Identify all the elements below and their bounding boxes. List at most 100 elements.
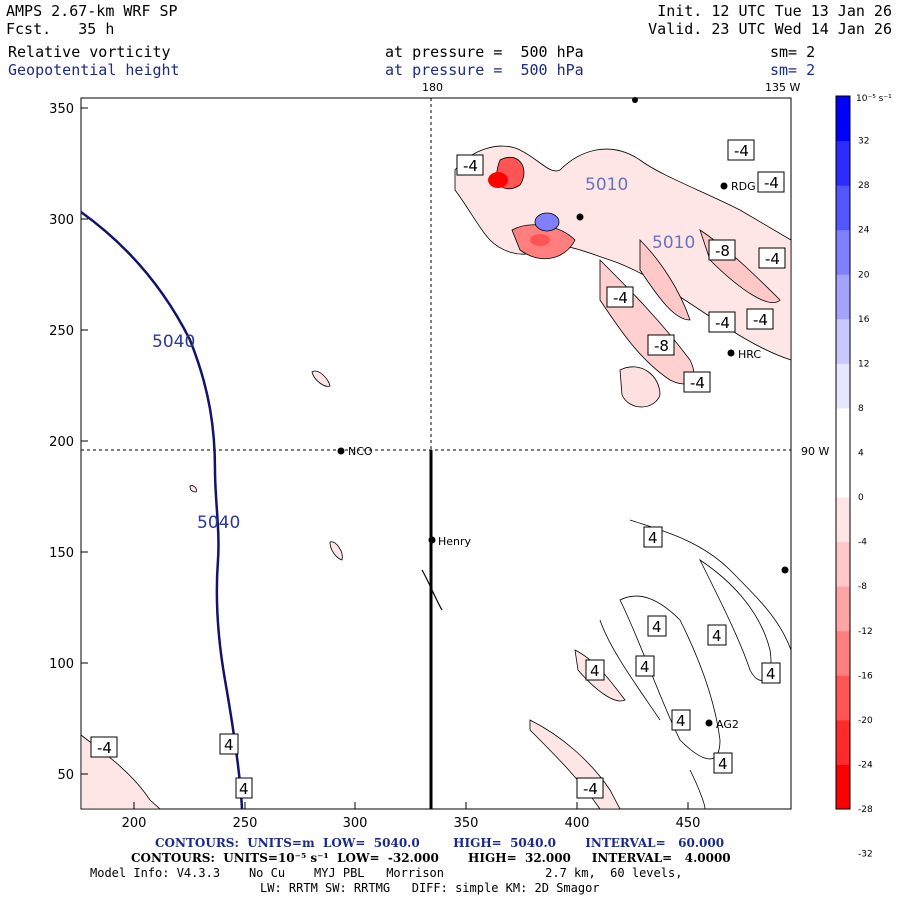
- contour-label-box: 4: [635, 655, 655, 677]
- contour-label-box: -8: [647, 334, 675, 356]
- colorbar-tick-label: 32: [858, 137, 869, 147]
- contour-label-text: -8: [715, 242, 730, 260]
- colorbar-segment: [836, 185, 850, 231]
- contour-label-box: -4: [746, 308, 774, 330]
- contour-label-text: 4: [766, 665, 776, 683]
- vorticity-contour-labels: -4 -4 -4 -8 -4 -4 -8 -4 -4 -4 4 4 4 4 4 …: [90, 139, 786, 799]
- vorticity-peak-pos: [534, 212, 560, 232]
- field2-smoothing: sm= 2: [770, 61, 816, 79]
- x-axis: 200 250 300 350 400 450: [122, 802, 701, 831]
- contour-label-box: -4: [606, 286, 634, 308]
- colorbar-segment: [836, 140, 850, 186]
- contour-label-box: -8: [708, 239, 736, 261]
- colorbar-tick-label: -24: [858, 760, 873, 770]
- x-tick-label: 400: [565, 816, 590, 831]
- contour-label-text: 4: [712, 627, 722, 645]
- station-dot-rdg: [720, 182, 728, 190]
- y-axis: 350 300 250 200 150 100 50: [49, 102, 88, 783]
- y-tick-label: 150: [49, 546, 74, 561]
- contour-label-box: -4: [576, 777, 604, 799]
- meridian-label-135w: 135 W: [765, 81, 800, 94]
- model-title: AMPS 2.67-km WRF SP: [6, 2, 178, 20]
- contour-label-text: 4: [224, 736, 234, 754]
- station-dot-mcm: [576, 213, 584, 221]
- colorbar-segment: [836, 229, 850, 275]
- valid-time: Valid. 23 UTC Wed 14 Jan 26: [648, 20, 892, 38]
- station-dot-nco: [337, 447, 345, 455]
- station-dot-edge: [781, 566, 789, 574]
- height-label: 5010: [585, 175, 628, 195]
- station-dot-top: [632, 97, 638, 103]
- contour-label-text: 4: [676, 712, 686, 730]
- colorbar-segment: [836, 586, 850, 632]
- colorbar-segment: [836, 764, 850, 810]
- colorbar-tick-label: -16: [858, 671, 873, 681]
- station-label-ag2: AG2: [716, 718, 739, 731]
- x-tick-label: 450: [676, 816, 701, 831]
- contour-label-text: -4: [583, 780, 598, 798]
- contour-label-text: 4: [718, 755, 728, 773]
- contour-label-text: -4: [734, 142, 749, 160]
- footer-model-info: Model Info: V4.3.3 No Cu MYJ PBL Morriso…: [90, 866, 683, 880]
- footer-physics: LW: RRTM SW: RRTMG DIFF: simple KM: 2D S…: [260, 881, 600, 895]
- init-time: Init. 12 UTC Tue 13 Jan 26: [657, 2, 892, 20]
- contour-label-box: 4: [585, 659, 605, 681]
- contour-label-text: 4: [640, 658, 650, 676]
- contour-label-box: 4: [713, 752, 733, 774]
- colorbar-tick-label: -8: [858, 582, 867, 592]
- colorbar-segment: [836, 407, 850, 453]
- forecast-hour: Fcst. 35 h: [6, 20, 115, 38]
- height-label: 5040: [152, 332, 195, 352]
- colorbar-tick-label: 24: [858, 226, 870, 236]
- y-tick-label: 50: [57, 768, 74, 783]
- height-label: 5040: [197, 513, 240, 533]
- contour-label-text: 4: [648, 529, 658, 547]
- colorbar-tick-label: 0: [858, 493, 864, 503]
- height-label: 5010: [652, 233, 695, 253]
- colorbar-tick-label: 4: [858, 449, 864, 459]
- field1-level: at pressure = 500 hPa: [385, 43, 584, 61]
- colorbar-segment: [836, 541, 850, 587]
- y-tick-label: 200: [49, 435, 74, 450]
- station-label-nco: NCO: [348, 445, 373, 458]
- station-dot-hrc: [727, 349, 735, 357]
- field1-name: Relative vorticity: [8, 43, 171, 61]
- colorbar-tick-label: 12: [858, 359, 869, 369]
- y-tick-label: 350: [49, 102, 74, 117]
- x-tick-label: 300: [343, 816, 368, 831]
- colorbar-segment: [836, 96, 850, 142]
- footer-height-contours: CONTOURS: UNITS=m LOW= 5040.0 HIGH= 5040…: [155, 836, 725, 850]
- colorbar-segment: [836, 274, 850, 320]
- contour-label-box: -4: [727, 139, 755, 161]
- x-tick-label: 200: [122, 816, 147, 831]
- contour-label-text: -4: [753, 311, 768, 329]
- field1-smoothing: sm= 2: [770, 43, 816, 61]
- colorbar-tick-label: -4: [858, 538, 867, 548]
- y-tick-label: 300: [49, 213, 74, 228]
- x-tick-label: 350: [454, 816, 479, 831]
- contour-label-box: 4: [761, 662, 781, 684]
- footer-vorticity-contours: CONTOURS: UNITS=10⁻⁵ s⁻¹ LOW= -32.000 HI…: [131, 851, 731, 865]
- station-label-rdg: RDG: [731, 180, 756, 193]
- colorbar-tick-label: 20: [858, 270, 870, 280]
- contour-label-box: -4: [90, 736, 118, 758]
- x-tick-label: 250: [233, 816, 258, 831]
- contour-label-text: 4: [652, 618, 662, 636]
- contour-label-box: 4: [219, 733, 239, 755]
- contour-label-box: 4: [707, 624, 727, 646]
- contour-label-text: -4: [715, 314, 730, 332]
- vorticity-core: [530, 234, 550, 246]
- colorbar-tick-label: 16: [858, 315, 870, 325]
- colorbar-segment: [836, 452, 850, 498]
- colorbar-segment: [836, 497, 850, 543]
- meridian-label-180: 180: [422, 81, 443, 94]
- colorbar-ticks: 32 28 24 20 16 12 8 4 0 -4 -8 -12 -16 -20 -24 -28 -32: [858, 137, 873, 860]
- colorbar-tick-label: 8: [858, 404, 864, 414]
- vorticity-fills: [454, 145, 792, 408]
- contour-label-text: -4: [463, 157, 478, 175]
- contour-label-text: -4: [690, 374, 705, 392]
- contour-label-box: 4: [671, 709, 691, 731]
- station-label-hrc: HRC: [738, 348, 761, 361]
- contour-label-box: -4: [758, 247, 786, 269]
- contour-label-text: -4: [613, 289, 628, 307]
